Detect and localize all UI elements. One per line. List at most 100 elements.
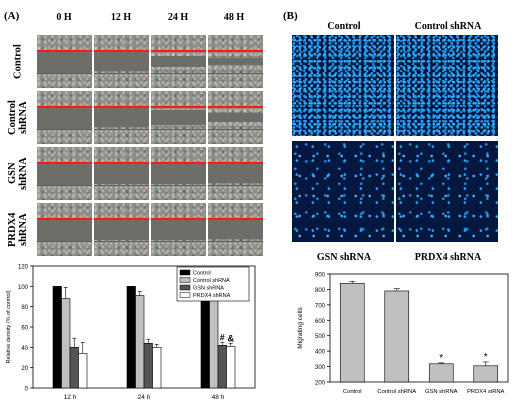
scratch-image-r1-c1 <box>94 91 149 144</box>
wound-edge-bottom-line <box>208 72 263 75</box>
chart-a-ytick-label: 80 <box>21 305 28 311</box>
chart-a-bar <box>209 293 219 389</box>
wound-gap <box>94 162 149 185</box>
chart-a-bar <box>126 286 136 389</box>
scratch-image-r2-c2 <box>151 147 206 200</box>
chart-b-annotation: * <box>439 353 443 364</box>
fluor-label-control: Control <box>327 21 361 32</box>
chart-a-legend-swatch <box>179 284 191 291</box>
wound-edge-top-line <box>37 106 92 108</box>
chart-a-ytick-label: 120 <box>18 265 29 271</box>
wound-edge-top-line <box>151 218 206 220</box>
chart-a-bar <box>152 347 162 389</box>
chart-a-ylabel: Relative density (% of control) <box>6 290 12 363</box>
scratch-image-r3-c2 <box>151 203 206 256</box>
wound-edge-top-line <box>37 218 92 220</box>
wound-edge-bottom-line <box>94 128 149 131</box>
chart-b-ytick-label: 200 <box>315 381 326 387</box>
chart-a-bar <box>200 286 210 389</box>
wound-edge-bottom-line <box>37 72 92 75</box>
time-header-12h: 12 H <box>110 12 132 23</box>
scratch-image-r1-c2 <box>151 91 206 144</box>
wound-edge-bottom-line <box>151 128 206 131</box>
chart-b-bar <box>428 363 454 383</box>
chart-b-ytick-label: 700 <box>315 303 326 309</box>
wound-edge-bottom-line <box>37 240 92 243</box>
fluorescence-image-gsn-shrna <box>292 141 394 242</box>
chart-a-legend-swatch <box>179 292 191 298</box>
chart-b-xtick-label: Control shRNA <box>377 389 416 395</box>
chart-a-bar <box>78 353 88 389</box>
chart-a-xtick-label: 12 h <box>64 394 77 401</box>
chart-b-bar <box>473 365 499 383</box>
chart-b-ytick-label: 600 <box>315 319 326 325</box>
row-label-control-shrna: Control shRNA <box>7 100 29 135</box>
chart-b-xtick-label: Control <box>343 389 362 395</box>
scratch-image-r0-c1 <box>94 35 149 88</box>
wound-edge-top-line <box>208 162 263 164</box>
fluorescence-image-control-shrna <box>396 35 498 136</box>
wound-edge-top-line <box>37 162 92 164</box>
scratch-image-r3-c0 <box>37 203 92 256</box>
wound-gap <box>208 58 263 65</box>
scratch-image-r1-c0 <box>37 91 92 144</box>
wound-edge-top-line <box>37 50 92 52</box>
wound-gap <box>94 107 149 128</box>
chart-b-ytick-label: 500 <box>315 334 326 340</box>
chart-a-legend-label: Control <box>193 271 211 277</box>
chart-b-ytick-label: 300 <box>315 365 326 371</box>
wound-edge-bottom-line <box>151 240 206 243</box>
scratch-image-r3-c1 <box>94 203 149 256</box>
wound-edge-bottom-line <box>151 184 206 187</box>
chart-b-bar <box>384 290 410 383</box>
wound-gap <box>94 51 149 72</box>
scratch-image-r2-c0 <box>37 147 92 200</box>
chart-a-ytick-label: 20 <box>21 366 28 372</box>
scratch-image-r2-c1 <box>94 147 149 200</box>
scratch-image-r0-c3 <box>208 35 263 88</box>
wound-gap <box>151 219 206 240</box>
wound-edge-bottom-line <box>208 240 263 243</box>
chart-b-ytick-label: 400 <box>315 350 326 356</box>
chart-b-ytick-label: 900 <box>315 273 326 279</box>
scratch-image-r0-c0 <box>37 35 92 88</box>
wound-edge-top-line <box>208 50 263 52</box>
fluor-label-gsn-shrna: GSN shRNA <box>316 252 372 263</box>
scratch-image-r3-c3 <box>208 203 263 256</box>
chart-a-bar <box>143 342 153 389</box>
wound-edge-top-line <box>151 162 206 164</box>
time-header-48h: 48 H <box>223 12 245 23</box>
wound-gap <box>151 163 206 184</box>
wound-edge-bottom-line <box>94 184 149 187</box>
fluor-label-control-shrna: Control shRNA <box>414 21 482 32</box>
wound-edge-top-line <box>94 50 149 52</box>
chart-a-legend-label: GSN shRNA <box>193 286 224 292</box>
chart-a-annotation: # <box>220 332 225 342</box>
fluorescence-image-prdx4-shrna <box>396 141 498 242</box>
chart-a-xtick-label: 48 h <box>212 394 225 401</box>
wound-edge-top-line <box>151 50 206 52</box>
wound-gap <box>208 220 263 239</box>
chart-b-ylabel: Migrating cells <box>297 306 304 348</box>
scratch-image-r1-c3 <box>208 91 263 144</box>
wound-gap <box>94 218 149 241</box>
wound-edge-top-line <box>208 106 263 108</box>
wound-gap <box>151 110 206 125</box>
wound-edge-top-line <box>94 218 149 220</box>
chart-b-xtick-label: GSN shRNA <box>425 389 458 395</box>
wound-gap <box>208 112 263 123</box>
wound-edge-bottom-line <box>208 128 263 131</box>
chart-a-ytick-label: 100 <box>18 285 29 291</box>
chart-a-bar <box>226 346 236 389</box>
wound-gap <box>37 106 92 129</box>
chart-a-xtick-label: 24 h <box>138 394 151 401</box>
wound-edge-bottom-line <box>37 128 92 131</box>
chart-a-bar <box>217 345 227 389</box>
chart-a-bar <box>69 347 79 389</box>
chart-a-annotation: & <box>228 333 235 343</box>
wound-gap <box>151 56 206 67</box>
chart-a-bar <box>61 298 71 389</box>
chart-a-bar <box>52 286 62 389</box>
chart-a-ytick-label: 60 <box>21 326 28 332</box>
wound-edge-bottom-line <box>151 72 206 75</box>
